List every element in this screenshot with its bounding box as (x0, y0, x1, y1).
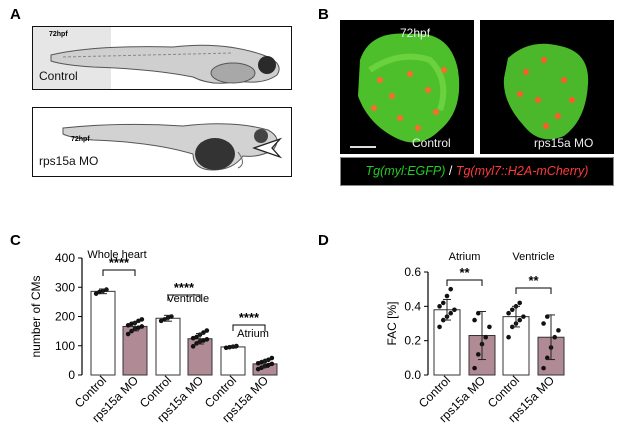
data-point (440, 300, 446, 306)
data-point (452, 307, 457, 313)
data-point (552, 334, 558, 340)
data-point (162, 317, 167, 322)
group-label: Atrium (449, 251, 481, 263)
data-point (472, 317, 477, 323)
data-point (556, 328, 561, 333)
data-point (194, 334, 199, 340)
y-tick-label: 0.2 (404, 334, 421, 348)
significance-marker: **** (174, 280, 195, 295)
significance-marker: **** (109, 255, 130, 270)
group-label: Whole heart (87, 249, 146, 261)
data-point (125, 331, 131, 337)
significance-marker: ** (459, 265, 470, 280)
morphant-hpf-label: 72hpf (71, 136, 90, 143)
significance-marker: **** (239, 310, 260, 325)
bar (220, 346, 246, 376)
data-point (223, 345, 229, 351)
data-point (544, 355, 550, 361)
confocal-hpf-label: 72hpf (400, 26, 431, 40)
data-point (204, 328, 210, 333)
data-point (541, 365, 546, 371)
data-point (204, 337, 210, 342)
control-hpf-label: 72hpf (49, 31, 68, 38)
legend-mcherry: Tg(myl7::H2A-mCherry) (455, 164, 589, 178)
y-tick-label: 0.0 (404, 368, 421, 382)
significance-marker: ** (528, 273, 539, 288)
data-point (541, 321, 546, 326)
data-point (437, 304, 442, 309)
bar (433, 309, 461, 376)
significance-bracket (446, 279, 483, 286)
data-point (517, 317, 523, 323)
y-tick-label: 400 (55, 251, 75, 265)
data-point (517, 300, 523, 306)
morphant-larva-label: rps15a MO (39, 154, 99, 168)
y-tick-label: 0 (68, 368, 75, 382)
edema-arrowhead-icon (252, 137, 283, 159)
data-point (266, 357, 271, 363)
data-point (437, 324, 442, 330)
significance-bracket (102, 269, 136, 276)
control-larva-image: 72hpf Control (32, 26, 292, 90)
significance-bracket (232, 324, 266, 331)
data-point (269, 355, 275, 361)
data-point (448, 286, 454, 292)
control-heart-confocal: 72hpf Control (340, 20, 474, 154)
morphant-larva-drawing (62, 123, 278, 171)
morphant-heart-drawing (503, 43, 589, 140)
data-point (93, 291, 99, 296)
data-point (448, 310, 454, 316)
significance-bracket (515, 287, 552, 294)
control-heart-drawing (350, 33, 460, 148)
transgene-legend: Tg(myl:EGFP) / Tg(myl7::H2A-mCherry) (340, 157, 614, 186)
data-point (506, 334, 511, 340)
morphant-heart-confocal: rps15a MO (480, 20, 614, 154)
data-point (544, 314, 550, 319)
data-point (475, 310, 481, 316)
control-larva-label: Control (39, 69, 78, 83)
legend-egfp: Tg(myl:EGFP) (365, 164, 446, 178)
significance-bracket (167, 294, 201, 301)
bar (90, 290, 116, 376)
data-point (472, 365, 477, 371)
data-point (194, 341, 199, 346)
data-point (483, 334, 489, 340)
data-point (509, 307, 515, 313)
control-larva-drawing (50, 44, 280, 84)
y-axis-label: number of CMs (29, 275, 43, 357)
legend-separator: / (445, 164, 456, 178)
y-tick-label: 0.6 (404, 265, 421, 279)
data-point (139, 324, 145, 329)
data-point (190, 344, 196, 349)
panel-label-b: B (318, 6, 329, 23)
y-axis-label: FAC [%] (385, 301, 399, 345)
group-label: Atrium (237, 328, 269, 340)
panel-label-c: C (10, 232, 21, 249)
data-point (269, 361, 275, 367)
y-tick-label: 100 (55, 339, 75, 353)
data-point (487, 324, 492, 330)
data-point (139, 317, 145, 322)
data-point (104, 287, 109, 292)
confocal-morphant-label: rps15a MO (534, 136, 594, 150)
data-point (521, 314, 526, 319)
panel-label-d: D (318, 232, 329, 249)
confocal-control-label: Control (412, 136, 451, 150)
data-point (444, 293, 450, 299)
y-tick-label: 200 (55, 310, 75, 324)
bar (155, 317, 181, 376)
y-tick-label: 0.4 (404, 299, 421, 313)
panel-label-a: A (10, 6, 21, 23)
y-tick-label: 300 (55, 280, 75, 294)
data-point (475, 352, 481, 357)
group-label: Ventricle (167, 293, 209, 305)
group-label: Ventricle (512, 251, 554, 263)
morphant-larva-image: 72hpf rps15a MO (32, 107, 292, 177)
data-point (506, 310, 511, 316)
